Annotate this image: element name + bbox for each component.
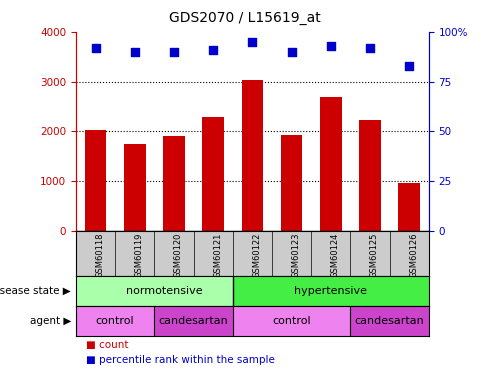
Point [92, 45, 99, 51]
Text: GSM60125: GSM60125 [370, 233, 379, 278]
Bar [154, 306, 233, 336]
Text: GDS2070 / L15619_at: GDS2070 / L15619_at [169, 11, 321, 25]
Text: ■ count: ■ count [86, 340, 128, 350]
Point [131, 49, 139, 55]
Bar [233, 276, 429, 306]
Point [405, 63, 413, 69]
Bar [85, 130, 106, 231]
Text: normotensive: normotensive [126, 286, 202, 296]
Text: GSM60124: GSM60124 [331, 233, 340, 278]
Text: disease state ▶: disease state ▶ [0, 286, 71, 296]
Text: GSM60122: GSM60122 [252, 233, 261, 278]
Text: GSM60119: GSM60119 [135, 233, 144, 278]
Text: agent ▶: agent ▶ [30, 316, 71, 326]
Bar [76, 276, 233, 306]
Point [170, 49, 178, 55]
Text: GSM60126: GSM60126 [409, 233, 418, 278]
Text: GSM60121: GSM60121 [213, 233, 222, 278]
Bar [124, 144, 146, 231]
Text: hypertensive: hypertensive [294, 286, 367, 296]
Point [288, 49, 295, 55]
Text: candesartan: candesartan [355, 316, 424, 326]
Text: ■ percentile rank within the sample: ■ percentile rank within the sample [86, 355, 274, 365]
Bar [350, 306, 429, 336]
Bar [359, 120, 381, 231]
Point [366, 45, 374, 51]
Bar [163, 136, 185, 231]
Bar [233, 306, 350, 336]
Text: control: control [272, 316, 311, 326]
Bar [281, 135, 302, 231]
Text: candesartan: candesartan [159, 316, 228, 326]
Bar [76, 306, 154, 336]
Point [248, 39, 256, 45]
Point [327, 43, 335, 49]
Bar [398, 183, 420, 231]
Bar [320, 98, 342, 231]
Text: GSM60118: GSM60118 [96, 233, 104, 278]
Point [209, 47, 217, 53]
Text: control: control [96, 316, 134, 326]
Text: GSM60123: GSM60123 [292, 233, 300, 278]
Bar [242, 80, 263, 231]
Bar [202, 117, 224, 231]
Text: GSM60120: GSM60120 [174, 233, 183, 278]
